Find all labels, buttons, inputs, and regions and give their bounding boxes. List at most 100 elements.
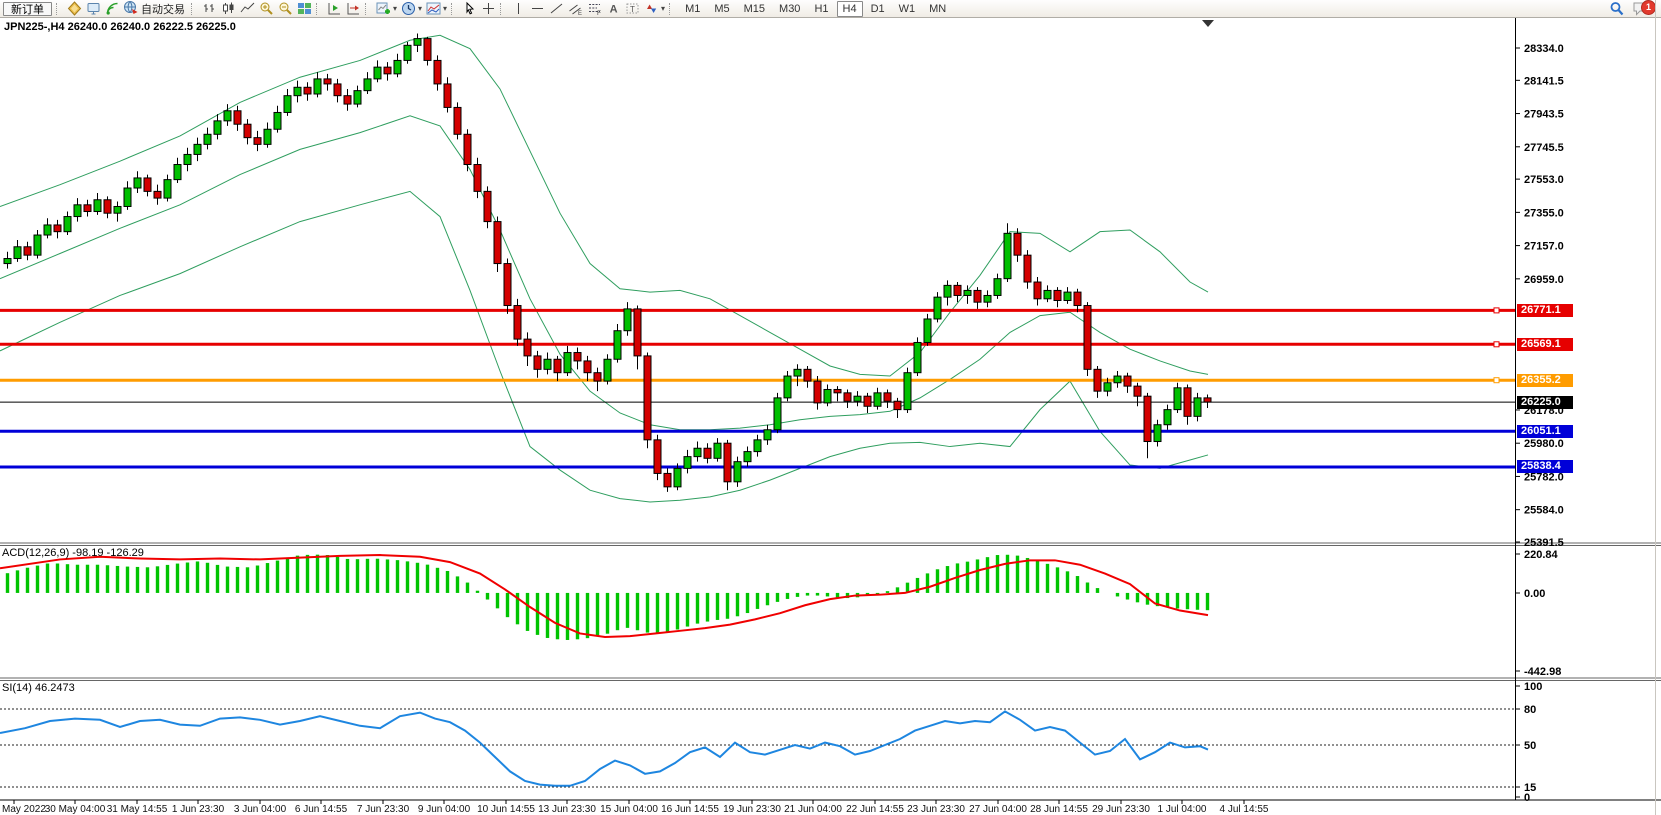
market-watch-icon[interactable] — [65, 1, 84, 17]
timeframe-button-MN[interactable]: MN — [929, 2, 947, 15]
chat-notification-button[interactable]: 1 — [1632, 0, 1656, 17]
candle-body — [63, 216, 72, 233]
line-anchor-handle[interactable] — [1493, 341, 1500, 348]
text-label-icon[interactable]: T — [623, 1, 642, 17]
time-tick-label: 21 Jun 04:00 — [784, 804, 842, 815]
toolbar-grip — [451, 2, 456, 15]
timeframe-button-W1[interactable]: W1 — [898, 2, 916, 15]
candle-body — [393, 59, 402, 75]
price-tick-label: 26959.0 — [1524, 274, 1564, 286]
indicator-tick-label: 80 — [1524, 704, 1536, 716]
candle-body — [663, 472, 672, 488]
zoom-in-icon[interactable] — [257, 1, 276, 17]
new-chart-dropdown-caret[interactable]: ▾ — [393, 4, 398, 13]
new-chart-icon[interactable] — [374, 1, 393, 17]
candle-body — [893, 400, 902, 411]
time-tick-label: 15 Jun 04:00 — [600, 804, 658, 815]
crosshair-icon[interactable] — [479, 1, 498, 17]
time-tick-label: 9 Jun 04:00 — [418, 804, 471, 815]
price-level-axis-label: 26569.1 — [1517, 337, 1573, 351]
timeframe-button-H1[interactable]: H1 — [814, 2, 829, 15]
candle-body — [923, 318, 932, 343]
candle-body — [383, 66, 392, 75]
line-chart-icon[interactable] — [238, 1, 257, 17]
timeframe-button-M1[interactable]: M1 — [685, 2, 701, 15]
line-anchor-handle[interactable] — [1493, 377, 1500, 384]
vertical-line-icon[interactable] — [509, 1, 528, 17]
horizontal-line-icon[interactable] — [528, 1, 547, 17]
auto-scroll-icon[interactable] — [344, 1, 363, 17]
candle-body — [303, 86, 312, 95]
periods-dropdown-caret[interactable]: ▾ — [418, 4, 423, 13]
candle-body — [543, 358, 552, 370]
time-tick-label: 1 Jul 04:00 — [1158, 804, 1207, 815]
chart-shift-icon[interactable] — [325, 1, 344, 17]
ohlc-bars-chart-icon[interactable] — [200, 1, 219, 17]
candle-body — [773, 397, 782, 431]
candle-body — [113, 205, 122, 214]
candle-body — [723, 442, 732, 483]
candle-body — [673, 467, 682, 488]
candle-body — [1193, 397, 1202, 417]
candle-body — [213, 120, 222, 135]
arrows-icon[interactable] — [642, 1, 661, 17]
candle-body — [533, 355, 542, 370]
candle-body — [353, 90, 362, 105]
timeframe-button-M15[interactable]: M15 — [743, 2, 766, 15]
tile-windows-icon[interactable] — [295, 1, 314, 17]
candle-body — [693, 447, 702, 458]
price-tick-label: 28141.5 — [1524, 75, 1564, 87]
indicator-tick-label: 50 — [1524, 740, 1536, 752]
candle-body — [633, 308, 642, 357]
time-tick-label: 4 Jul 14:55 — [1220, 804, 1269, 815]
price-level-axis-label: 26355.2 — [1517, 373, 1573, 387]
indicators-dropdown-caret[interactable]: ▾ — [443, 4, 448, 13]
chart-shift-marker[interactable] — [1202, 20, 1214, 27]
timeframe-button-M5[interactable]: M5 — [714, 2, 730, 15]
timeframe-button-D1[interactable]: D1 — [870, 2, 885, 15]
timeframe-button-H4[interactable]: H4 — [836, 0, 863, 17]
fibonacci-icon[interactable]: F — [585, 1, 604, 17]
svg-text:T: T — [630, 5, 635, 14]
candle-body — [913, 341, 922, 374]
candle-body — [3, 258, 12, 265]
line-anchor-handle[interactable] — [1493, 307, 1500, 314]
equidistant-channel-icon[interactable]: E — [566, 1, 585, 17]
candle-body — [1173, 387, 1182, 411]
data-window-icon[interactable] — [84, 1, 103, 17]
price-tick-label: 25980.0 — [1524, 438, 1564, 450]
chart-window[interactable]: 28334.0 28141.5 27943.5 27745.5 27553.0 27355… — [0, 18, 1661, 815]
candle-body — [243, 123, 252, 139]
candle-body — [483, 190, 492, 223]
price-level-axis-label: 26225.0 — [1517, 395, 1573, 409]
candle-body — [1203, 397, 1212, 403]
timeframe-button-M30[interactable]: M30 — [779, 2, 801, 15]
text-icon[interactable]: A — [604, 1, 623, 17]
new-order-button[interactable]: 新订单 — [3, 1, 52, 16]
candle-body — [163, 179, 172, 199]
trendline-icon[interactable] — [547, 1, 566, 17]
indicators-icon[interactable] — [424, 1, 443, 17]
candle-body — [263, 128, 272, 145]
macd-signal-line — [0, 554, 1209, 638]
chart-canvas[interactable]: 28334.0 28141.5 27943.5 27745.5 27553.0 27355… — [0, 18, 1661, 815]
arrows-dropdown-caret[interactable]: ▾ — [661, 4, 666, 13]
search-icon[interactable] — [1607, 1, 1626, 17]
candle-body — [1183, 387, 1192, 417]
candle-body — [1003, 232, 1012, 280]
navigator-signal-icon[interactable] — [103, 1, 122, 17]
time-tick-label: 1 Jun 23:30 — [172, 804, 225, 815]
time-tick-label: 30 May 04:00 — [45, 804, 106, 815]
chat-badge: 1 — [1641, 0, 1656, 15]
candle-body — [643, 355, 652, 441]
zoom-out-icon[interactable] — [276, 1, 295, 17]
candlestick-chart-icon[interactable] — [219, 1, 238, 17]
periods-clock-icon[interactable] — [399, 1, 418, 17]
candle-body — [623, 308, 632, 332]
time-tick-label: 7 Jun 23:30 — [357, 804, 410, 815]
candle-body — [463, 133, 472, 166]
candle-body — [193, 143, 202, 155]
candle-body — [963, 289, 972, 296]
autotrading-button[interactable]: 自动交易 — [123, 0, 185, 18]
cursor-icon[interactable] — [460, 1, 479, 17]
